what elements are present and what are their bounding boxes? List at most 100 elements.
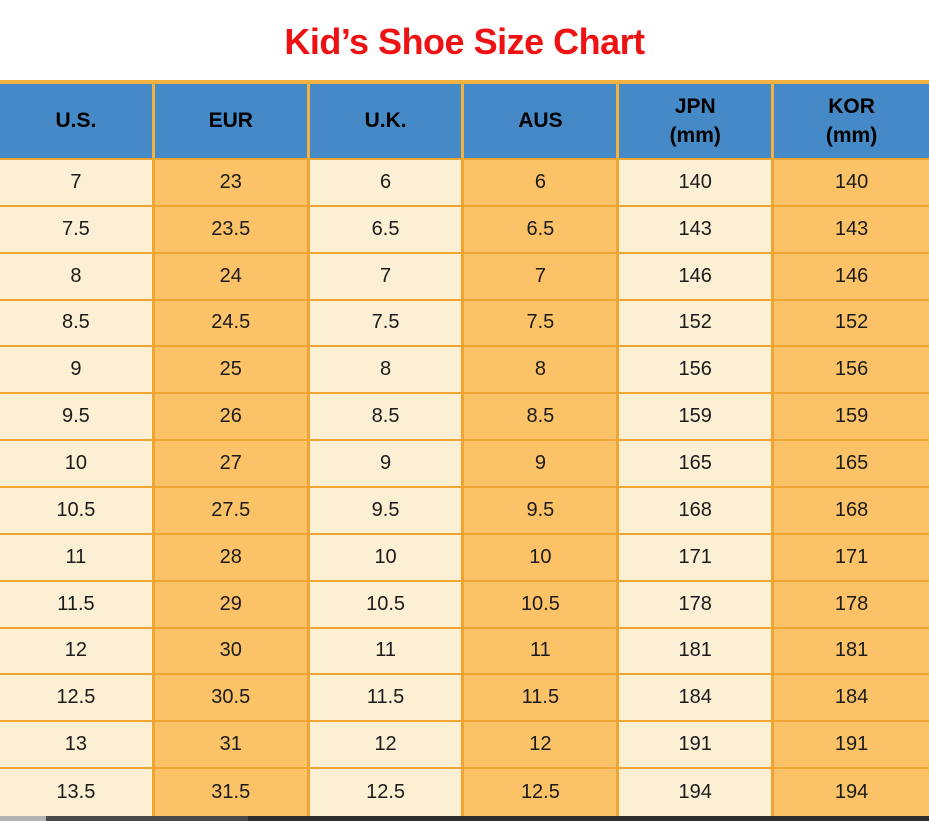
table-cell: 194 bbox=[774, 769, 929, 816]
table-cell: 29 bbox=[154, 581, 310, 629]
table-cell: 12.5 bbox=[0, 675, 155, 723]
table-cell: 12 bbox=[309, 722, 465, 770]
table-cell: 27 bbox=[154, 441, 310, 488]
table-cell: 11.5 bbox=[309, 675, 465, 723]
table-cell: 30.5 bbox=[154, 675, 310, 723]
table-cell: 7.5 bbox=[309, 300, 465, 348]
table-cell: 9.5 bbox=[0, 394, 155, 442]
table-cell: 11.5 bbox=[464, 675, 620, 723]
table-cell: 10 bbox=[309, 534, 465, 582]
table-cell: 194 bbox=[619, 769, 775, 816]
table-cell: 140 bbox=[619, 160, 775, 207]
table-cell: 159 bbox=[774, 394, 929, 442]
table-cell: 8.5 bbox=[309, 394, 465, 442]
table-cell: 6.5 bbox=[464, 206, 620, 254]
table-cell: 8 bbox=[309, 347, 465, 395]
table-cell: 9 bbox=[0, 347, 155, 395]
table-cell: 8.5 bbox=[464, 394, 620, 442]
header-sublabel: (mm) bbox=[825, 124, 878, 147]
table-cell: 8 bbox=[464, 347, 620, 395]
table-cell: 31 bbox=[154, 722, 310, 770]
table-cell: 6 bbox=[464, 160, 620, 207]
page-title: Kid’s Shoe Size Chart bbox=[284, 21, 645, 62]
table-cell: 9 bbox=[464, 441, 620, 488]
table-cell: 168 bbox=[774, 488, 929, 535]
table-cell: 11 bbox=[0, 534, 155, 582]
header-label: KOR bbox=[828, 94, 875, 118]
table-cell: 178 bbox=[619, 581, 775, 629]
table-cell: 7 bbox=[464, 253, 620, 301]
table-cell: 146 bbox=[774, 253, 929, 301]
table-cell: 12.5 bbox=[309, 769, 465, 816]
table-cell: 11 bbox=[309, 628, 465, 676]
table-cell: 10.5 bbox=[309, 581, 465, 629]
table-cell: 24.5 bbox=[154, 300, 310, 348]
table-cell: 26 bbox=[154, 394, 310, 442]
table-cell: 12.5 bbox=[464, 769, 620, 816]
table-cell: 181 bbox=[774, 628, 929, 676]
table-cell: 7 bbox=[0, 160, 155, 207]
bottom-bar-mid-segment bbox=[46, 816, 248, 821]
table-cell: 11 bbox=[464, 628, 620, 676]
table-cell: 11.5 bbox=[0, 581, 155, 629]
table-cell: 8 bbox=[0, 253, 155, 301]
table-cell: 23.5 bbox=[154, 206, 310, 254]
header-cell-aus: AUS bbox=[464, 84, 620, 160]
header-label: U.K. bbox=[364, 109, 407, 133]
table-cell: 143 bbox=[774, 206, 929, 254]
table-cell: 6 bbox=[309, 160, 465, 207]
table-cell: 8.5 bbox=[0, 300, 155, 348]
table-cell: 7.5 bbox=[0, 206, 155, 254]
table-cell: 165 bbox=[619, 441, 775, 488]
table-cell: 165 bbox=[774, 441, 929, 488]
header-label: U.S. bbox=[55, 109, 97, 133]
table-cell: 27.5 bbox=[154, 488, 310, 535]
title-area: Kid’s Shoe Size Chart bbox=[0, 0, 929, 80]
table-cell: 140 bbox=[774, 160, 929, 207]
header-label: JPN bbox=[674, 94, 716, 118]
table-cell: 156 bbox=[774, 347, 929, 395]
table-cell: 159 bbox=[619, 394, 775, 442]
table-cell: 9.5 bbox=[309, 488, 465, 535]
table-cell: 156 bbox=[619, 347, 775, 395]
header-cell-eur: EUR bbox=[154, 84, 310, 160]
header-label: AUS bbox=[518, 109, 563, 133]
table-cell: 171 bbox=[619, 534, 775, 582]
table-cell: 12 bbox=[464, 722, 620, 770]
table-cell: 10.5 bbox=[0, 488, 155, 535]
bottom-progress-bar bbox=[0, 816, 929, 821]
table-cell: 9.5 bbox=[464, 488, 620, 535]
table-cell: 10 bbox=[0, 441, 155, 488]
table-cell: 12 bbox=[0, 628, 155, 676]
table-cell: 31.5 bbox=[154, 769, 310, 816]
header-cell-kor: KOR (mm) bbox=[774, 84, 929, 160]
shoe-size-table: U.S. EUR U.K. AUS JPN (mm) KOR (mm) 7 23 6 6 140 140 7… bbox=[0, 80, 929, 816]
header-sublabel: (mm) bbox=[669, 124, 721, 147]
table-cell: 6.5 bbox=[309, 206, 465, 254]
table-cell: 10 bbox=[464, 534, 620, 582]
header-cell-uk: U.K. bbox=[309, 84, 465, 160]
table-cell: 184 bbox=[774, 675, 929, 723]
table-cell: 10.5 bbox=[464, 581, 620, 629]
table-cell: 191 bbox=[619, 722, 775, 770]
table-cell: 25 bbox=[154, 347, 310, 395]
table-cell: 168 bbox=[619, 488, 775, 535]
table-cell: 7.5 bbox=[464, 300, 620, 348]
table-cell: 9 bbox=[309, 441, 465, 488]
table-cell: 13 bbox=[0, 722, 155, 770]
header-cell-us: U.S. bbox=[0, 84, 155, 160]
header-label: EUR bbox=[208, 109, 253, 133]
table-cell: 28 bbox=[154, 534, 310, 582]
table-cell: 152 bbox=[619, 300, 775, 348]
table-cell: 184 bbox=[619, 675, 775, 723]
bottom-bar-light-segment bbox=[0, 816, 46, 821]
table-cell: 23 bbox=[154, 160, 310, 207]
table-cell: 143 bbox=[619, 206, 775, 254]
table-cell: 30 bbox=[154, 628, 310, 676]
table-cell: 171 bbox=[774, 534, 929, 582]
table-cell: 7 bbox=[309, 253, 465, 301]
table-cell: 191 bbox=[774, 722, 929, 770]
table-cell: 152 bbox=[774, 300, 929, 348]
table-cell: 24 bbox=[154, 253, 310, 301]
table-cell: 13.5 bbox=[0, 769, 155, 816]
